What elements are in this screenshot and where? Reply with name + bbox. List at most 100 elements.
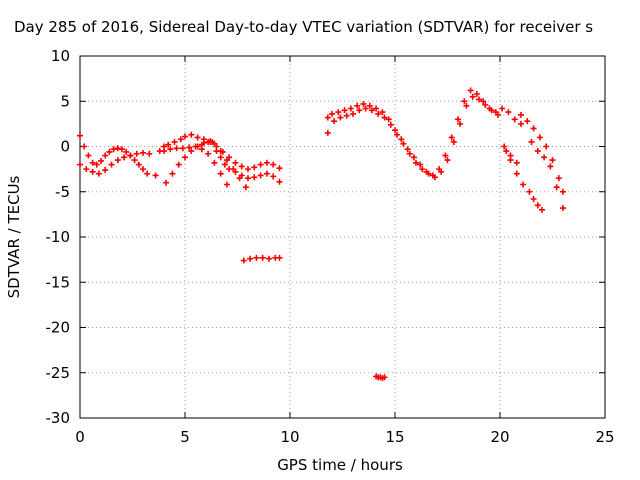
data-point bbox=[337, 114, 344, 121]
x-axis-label: GPS time / hours bbox=[277, 456, 403, 474]
data-point bbox=[140, 149, 146, 156]
data-point bbox=[455, 116, 461, 123]
y-tick-label: 0 bbox=[60, 138, 70, 156]
data-point bbox=[83, 166, 90, 173]
data-point bbox=[182, 133, 188, 140]
data-point bbox=[152, 172, 159, 179]
data-point bbox=[362, 105, 369, 112]
data-point bbox=[505, 109, 512, 116]
data-point bbox=[217, 170, 224, 177]
data-series bbox=[240, 254, 283, 264]
data-point bbox=[251, 164, 258, 171]
data-point bbox=[85, 152, 92, 159]
data-point bbox=[329, 110, 335, 117]
data-point bbox=[270, 173, 277, 180]
data-point bbox=[188, 131, 195, 138]
data-point bbox=[499, 105, 506, 112]
data-point bbox=[257, 172, 264, 179]
data-point bbox=[221, 161, 228, 168]
data-point bbox=[108, 161, 115, 168]
data-point bbox=[379, 109, 386, 116]
y-tick-label: 10 bbox=[51, 47, 70, 65]
y-tick-label: -15 bbox=[46, 273, 71, 291]
data-point bbox=[224, 181, 230, 188]
data-point bbox=[555, 175, 562, 182]
data-point bbox=[266, 255, 272, 262]
data-series bbox=[209, 138, 283, 185]
data-point bbox=[194, 143, 201, 150]
chart-title: Day 285 of 2016, Sidereal Day-to-day VTE… bbox=[14, 18, 593, 36]
data-series bbox=[77, 149, 153, 177]
data-point bbox=[247, 255, 254, 262]
data-point bbox=[549, 157, 556, 164]
data-point bbox=[251, 174, 258, 181]
data-point bbox=[368, 107, 375, 114]
data-point bbox=[245, 175, 251, 182]
data-point bbox=[450, 138, 457, 145]
data-point bbox=[476, 96, 482, 103]
axis-ticks: 0 5 10 15 20 25 10 5 0 -5 -10 -15 -20 -25 -30 bbox=[46, 47, 615, 446]
y-tick-label: -10 bbox=[46, 228, 71, 246]
data-point bbox=[133, 150, 140, 157]
data-point bbox=[276, 165, 283, 172]
data-point bbox=[263, 159, 270, 166]
data-point bbox=[232, 168, 239, 175]
data-point bbox=[163, 179, 170, 186]
data-point bbox=[98, 157, 104, 164]
data-point bbox=[200, 139, 207, 146]
data-point bbox=[240, 257, 247, 264]
data-point bbox=[146, 150, 153, 157]
x-tick-label: 20 bbox=[490, 428, 509, 446]
data-point bbox=[467, 87, 474, 94]
data-point bbox=[341, 107, 348, 114]
data-point bbox=[331, 118, 338, 125]
data-point bbox=[179, 145, 186, 152]
data-point bbox=[503, 148, 510, 155]
data-point bbox=[553, 184, 560, 191]
data-point bbox=[102, 152, 109, 159]
data-point bbox=[419, 166, 426, 173]
data-point bbox=[381, 114, 388, 121]
data-point bbox=[469, 93, 476, 100]
data-point bbox=[425, 170, 432, 177]
data-point bbox=[366, 102, 373, 109]
data-series bbox=[373, 373, 388, 382]
x-tick-label: 0 bbox=[75, 428, 85, 446]
data-point bbox=[387, 121, 394, 128]
data-point bbox=[530, 125, 537, 132]
data-point bbox=[536, 134, 543, 141]
x-tick-label: 15 bbox=[385, 428, 404, 446]
data-point bbox=[238, 172, 245, 179]
data-point bbox=[518, 120, 524, 127]
data-point bbox=[392, 127, 398, 134]
data-point bbox=[534, 202, 541, 209]
data-point bbox=[257, 161, 264, 168]
data-point bbox=[501, 143, 508, 150]
data-point bbox=[482, 101, 489, 108]
data-point bbox=[526, 188, 533, 195]
data-point bbox=[81, 143, 88, 150]
data-point bbox=[560, 188, 566, 195]
data-point bbox=[507, 152, 514, 159]
data-point bbox=[354, 102, 361, 109]
data-point bbox=[530, 195, 537, 202]
data-point bbox=[534, 148, 541, 155]
grid-lines bbox=[80, 56, 605, 418]
data-point bbox=[448, 134, 455, 141]
data-point bbox=[524, 118, 531, 125]
data-point bbox=[528, 138, 535, 145]
data-point bbox=[276, 178, 283, 185]
data-point bbox=[520, 181, 527, 188]
data-point bbox=[127, 152, 134, 159]
data-point bbox=[194, 134, 201, 141]
data-point bbox=[263, 170, 270, 177]
data-series bbox=[324, 93, 501, 181]
data-point bbox=[106, 148, 113, 155]
data-point bbox=[245, 166, 251, 173]
data-point bbox=[102, 167, 109, 174]
data-point bbox=[276, 254, 283, 261]
data-point bbox=[347, 105, 354, 112]
data-point bbox=[360, 100, 367, 107]
data-point bbox=[121, 154, 128, 161]
data-point bbox=[186, 144, 193, 151]
